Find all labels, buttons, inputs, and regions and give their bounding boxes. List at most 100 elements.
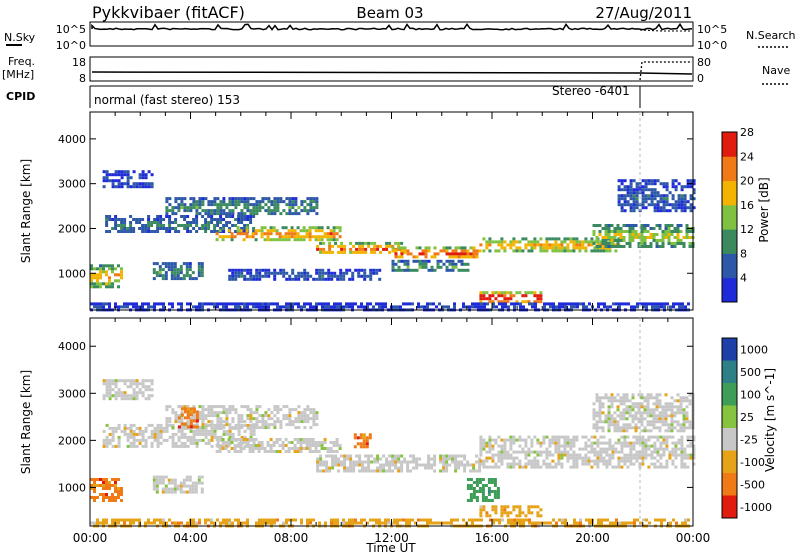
heatmap-cell-band-1 [228, 209, 232, 213]
heatmap-cell-band-2 [308, 441, 312, 444]
heatmap-cell-band-3 [388, 466, 392, 470]
heatmap-cell-band-0 [171, 423, 175, 427]
heatmap-cell-band-5 [649, 420, 653, 424]
heatmap-cell-band-7 [147, 518, 150, 522]
heatmap-cell-band-14 [632, 197, 636, 201]
heatmap-cell-band-8 [114, 279, 117, 283]
heatmap-cell-band-1 [192, 417, 196, 421]
heatmap-cell-band-11 [475, 496, 479, 499]
heatmap-cell-band-7 [168, 518, 171, 522]
heatmap-cell-band-12 [153, 302, 156, 306]
heatmap-cell-band-0 [249, 435, 253, 439]
heatmap-cell-band-6 [619, 236, 623, 239]
heatmap-cell-band-0 [192, 221, 196, 224]
heatmap-cell-band-13 [141, 185, 145, 189]
heatmap-cell-band-2 [230, 447, 234, 450]
heatmap-cell-band-5 [619, 399, 623, 403]
heatmap-cell-band-9 [170, 265, 174, 269]
heatmap-cell-band-8 [120, 270, 123, 274]
heatmap-cell-band-7 [240, 521, 243, 525]
heatmap-cell-band-3 [352, 244, 356, 248]
heatmap-cell-band-6 [661, 245, 665, 248]
heatmap-cell-band-4 [665, 444, 669, 448]
heatmap-cell-band-4 [527, 435, 531, 439]
heatmap-cell-band-2 [257, 441, 261, 444]
heatmap-cell-band-4 [587, 438, 591, 442]
heatmap-cell-band-3 [475, 460, 479, 464]
heatmap-cell-band-12 [576, 305, 579, 309]
heatmap-cell-band-6 [607, 245, 611, 248]
heatmap-cell-band-14 [662, 185, 666, 189]
heatmap-cell-band-5 [569, 237, 573, 241]
heatmap-cell-band-11 [472, 481, 476, 484]
heatmap-cell-band-6 [616, 230, 620, 233]
heatmap-cell-band-1 [183, 405, 187, 409]
heatmap-cell-band-1 [228, 426, 232, 430]
heatmap-cell-band-5 [655, 426, 659, 430]
heatmap-cell-band-13 [105, 170, 109, 174]
heatmap-cell-band-7 [123, 521, 126, 525]
heatmap-cell-band-7 [479, 291, 483, 295]
heatmap-cell-band-2 [296, 447, 300, 450]
heatmap-cell-band-10 [372, 271, 376, 275]
heatmap-cell-band-7 [114, 518, 117, 522]
heatmap-cell-band-6 [667, 230, 671, 233]
heatmap-cell-band-5 [676, 399, 680, 403]
heatmap-cell-band-5 [676, 393, 680, 397]
heatmap-cell-band-14 [635, 203, 639, 207]
heatmap-cell-band-4 [668, 456, 672, 460]
heatmap-cell-band-6 [679, 239, 683, 242]
heatmap-cell-band-0 [195, 444, 199, 448]
heatmap-cell-band-1 [264, 414, 268, 418]
heatmap-cell-band-2 [281, 444, 285, 447]
heatmap-cell-band-2 [311, 441, 315, 444]
heatmap-cell-band-4 [647, 447, 651, 451]
heatmap-cell-band-2 [281, 238, 285, 242]
heatmap-cell-band-5 [625, 417, 629, 421]
heatmap-cell-band-4 [641, 456, 645, 460]
heatmap-cell-band-7 [300, 518, 303, 522]
heatmap-cell-band-1 [288, 423, 292, 427]
heatmap-cell-band-12 [597, 302, 600, 306]
heatmap-cell-band-4 [469, 246, 473, 250]
heatmap-cell-band-1 [255, 417, 259, 421]
heatmap-cell-band-5 [640, 420, 644, 424]
heatmap-cell-band-11 [493, 478, 497, 481]
heatmap-cell-band-4 [659, 447, 663, 451]
heatmap-cell-band-8 [108, 487, 111, 490]
heatmap-cell-band-2 [236, 229, 240, 233]
heatmap-cell-band-4 [539, 444, 543, 448]
heatmap-cell-band-8 [114, 273, 117, 277]
heatmap-cell-band-4 [463, 252, 467, 256]
heatmap-cell-band-0 [180, 215, 184, 218]
heatmap-cell-band-4 [418, 246, 422, 250]
heatmap-cell-band-12 [678, 305, 681, 309]
heatmap-cell-band-7 [488, 297, 492, 301]
heatmap-cell-band-4 [689, 435, 693, 439]
heatmap-cell-band-0 [147, 435, 151, 439]
heatmap-cell-band-13 [135, 382, 139, 386]
heatmap-cell-band-14 [650, 194, 654, 198]
heatmap-cell-band-10 [303, 268, 307, 272]
heatmap-cell-band-13 [132, 382, 136, 386]
heatmap-cell-band-1 [216, 411, 220, 415]
heatmap-cell-band-4 [602, 447, 606, 451]
heatmap-cell-band-7 [357, 521, 360, 525]
heatmap-cell-band-1 [219, 203, 223, 207]
heatmap-cell-band-12 [603, 305, 606, 309]
heatmap-cell-band-5 [551, 243, 555, 247]
heatmap-cell-band-12 [669, 305, 672, 309]
heatmap-cell-band-4 [599, 447, 603, 451]
heatmap-cell-band-12 [618, 302, 621, 306]
heatmap-cell-band-4 [650, 456, 654, 460]
heatmap-cell-band-6 [652, 233, 656, 236]
heatmap-cell-band-9 [197, 274, 201, 278]
heatmap-cell-band-13 [105, 385, 109, 389]
heatmap-cell-band-7 [579, 518, 582, 522]
heatmap-cell-band-4 [596, 441, 600, 445]
heatmap-cell-band-4 [686, 456, 690, 460]
heatmap-cell-band-0 [162, 218, 166, 221]
heatmap-cell-band-1 [219, 423, 223, 427]
heatmap-cell-band-1 [216, 420, 220, 424]
heatmap-cell-band-1 [183, 203, 187, 207]
